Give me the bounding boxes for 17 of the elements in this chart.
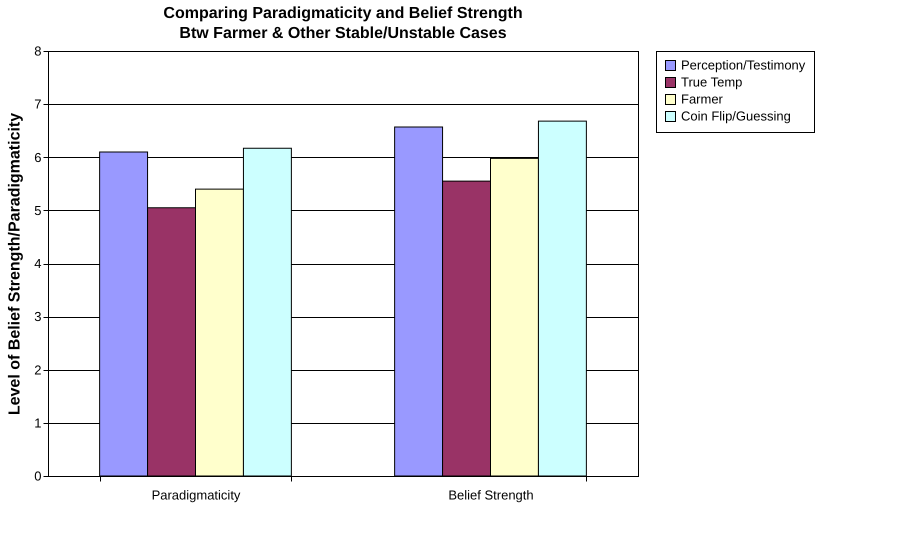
legend-label: True Temp — [681, 74, 742, 90]
y-tick-label: 7 — [34, 96, 42, 112]
y-tick-label: 1 — [34, 415, 42, 430]
y-axis-title: Level of Belief Strength/Paradigmaticity — [6, 112, 24, 416]
x-tick-label: Paradigmaticity — [152, 488, 241, 502]
y-tick-label: 0 — [34, 468, 42, 484]
y-tick-label: 6 — [34, 150, 42, 165]
y-tick-label: 5 — [34, 202, 42, 218]
x-tick-label: Belief Strength — [448, 488, 534, 502]
y-tick-label: 3 — [34, 309, 42, 324]
y-tick-label: 8 — [34, 44, 42, 58]
chart-title: Comparing Paradigmaticity and Belief Strength Btw Farmer & Other Stable/Unstable Cases — [163, 5, 523, 42]
legend-label: Farmer — [681, 92, 724, 106]
legend-label: Coin Flip/Guessing — [681, 108, 791, 124]
y-tick-label: 4 — [34, 256, 42, 271]
legend-label: Perception/Testimony — [681, 58, 806, 72]
y-tick-label: 2 — [34, 362, 42, 378]
